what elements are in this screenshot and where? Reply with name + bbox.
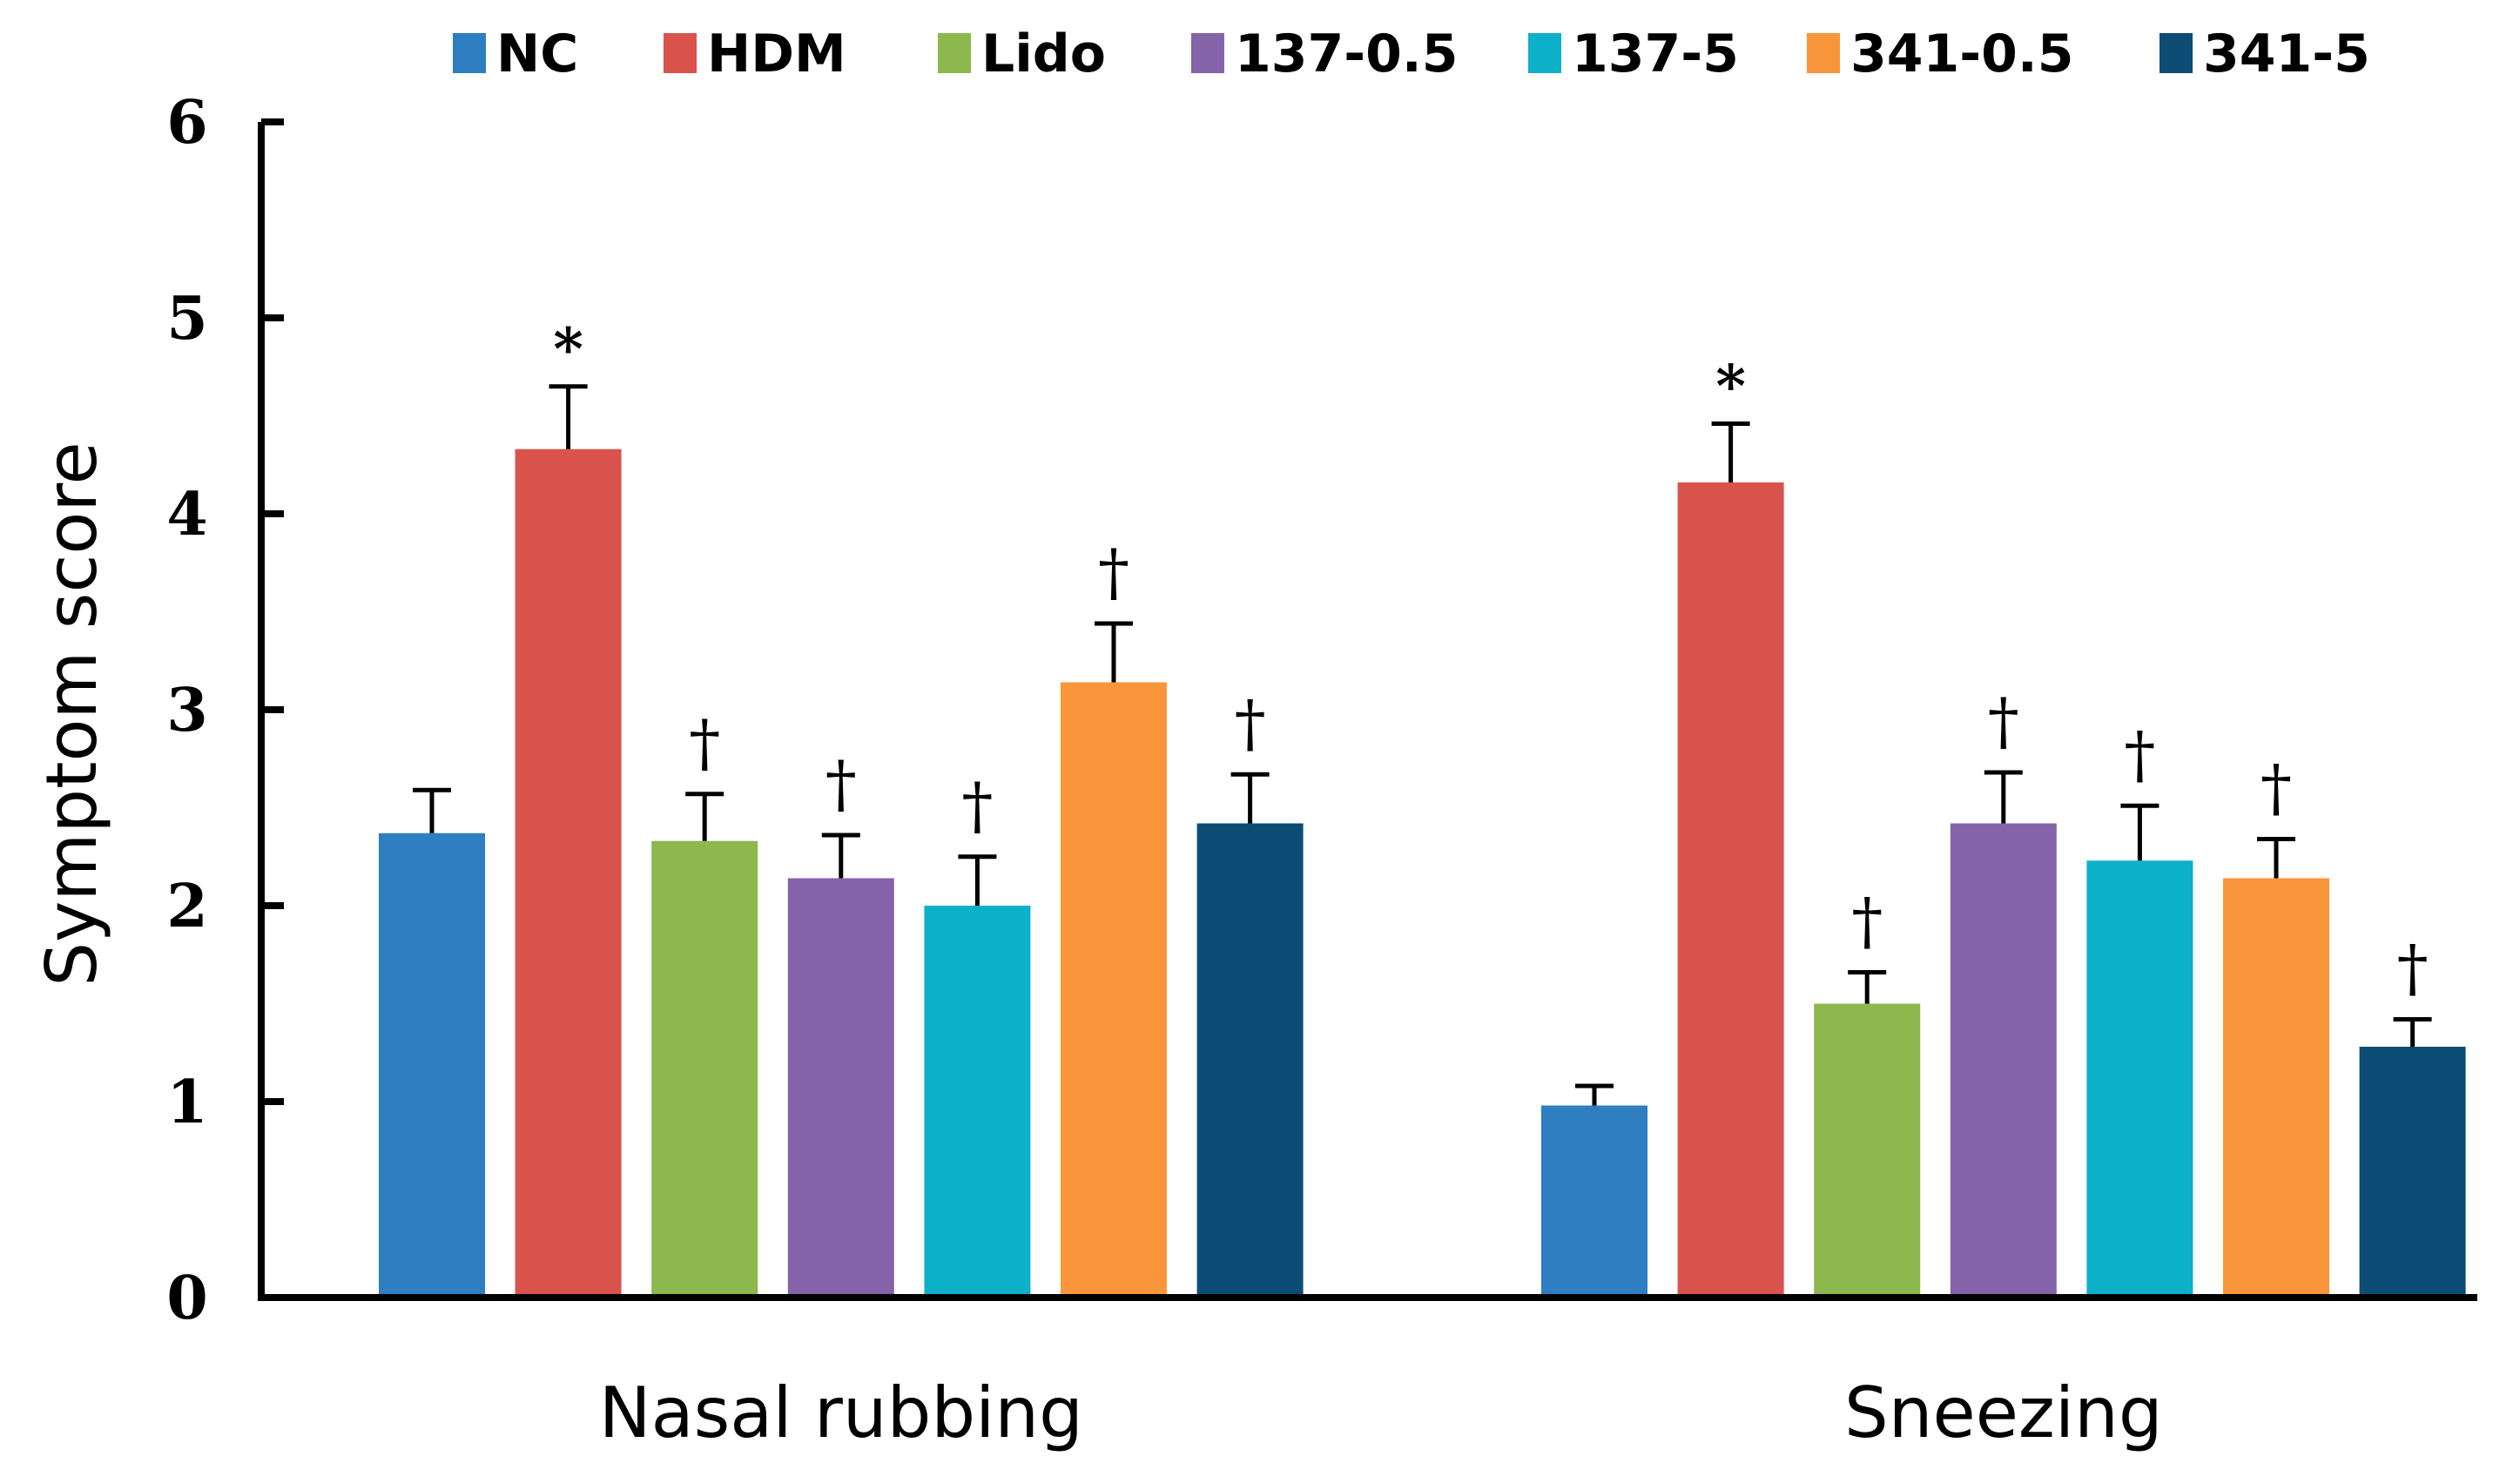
significance-dagger: † (1988, 684, 2019, 758)
legend-label-NC: NC (496, 24, 578, 84)
x-category-label: Nasal rubbing (599, 1372, 1083, 1453)
bar-HDM-nasal-rubbing (515, 448, 622, 1298)
y-tick-label: 4 (166, 480, 207, 549)
legend-label-341-0.5: 341-0.5 (1850, 24, 2073, 84)
bar-341-0.5-nasal-rubbing (1061, 682, 1167, 1298)
bars: * † † † † † * † † † † † (379, 315, 2466, 1298)
legend-label-Lido: Lido (981, 24, 1106, 84)
significance-dagger: † (2124, 718, 2155, 791)
legend-label-HDM: HDM (707, 24, 846, 84)
significance-star: * (1715, 353, 1746, 421)
y-tick-label: 0 (166, 1264, 207, 1333)
y-tick-label: 5 (166, 284, 207, 354)
legend-swatch-NC (453, 33, 486, 73)
legend-swatch-137-5 (1528, 33, 1561, 73)
legend-label-137-0.5: 137-0.5 (1235, 24, 1458, 84)
bar-NC-nasal-rubbing (379, 833, 485, 1298)
bar-341-0.5-sneezing (2223, 878, 2329, 1298)
legend-swatch-HDM (664, 33, 697, 73)
bar-137-5-nasal-rubbing (924, 906, 1031, 1298)
significance-dagger: † (825, 747, 857, 820)
legend-swatch-341-0.5 (1807, 33, 1840, 73)
y-axis: Symptom score 0 1 2 3 4 5 6 (31, 88, 284, 1333)
significance-dagger: † (2397, 932, 2429, 1005)
bar-341-5-nasal-rubbing (1196, 823, 1304, 1298)
legend-swatch-Lido (938, 33, 971, 73)
y-axis-title: Symptom score (31, 442, 112, 986)
legend-swatch-137-0.5 (1191, 33, 1224, 73)
bar-NC-sneezing (1541, 1105, 1647, 1298)
bar-137-0.5-sneezing (1950, 823, 2057, 1298)
legend-label-137-5: 137-5 (1572, 24, 1739, 84)
legend-label-341-5: 341-5 (2203, 24, 2370, 84)
x-axis: Nasal rubbing Sneezing (258, 1294, 2477, 1453)
significance-dagger: † (2261, 752, 2292, 825)
bar-HDM-sneezing (1677, 482, 1784, 1298)
y-tick-label: 1 (166, 1068, 207, 1137)
significance-dagger: † (1098, 536, 1129, 609)
significance-star: * (553, 315, 583, 383)
bar-Lido-nasal-rubbing (651, 840, 758, 1298)
legend-swatch-341-5 (2160, 33, 2193, 73)
bar-341-5-sneezing (2359, 1047, 2466, 1298)
y-tick-label: 2 (166, 872, 207, 941)
x-category-label: Sneezing (1844, 1372, 2163, 1453)
significance-dagger: † (1235, 686, 1266, 759)
bar-Lido-sneezing (1814, 1003, 1921, 1298)
y-tick-label: 3 (166, 676, 207, 745)
significance-dagger: † (1851, 885, 1883, 958)
y-tick-label: 6 (166, 88, 207, 158)
significance-dagger: † (689, 706, 720, 779)
legend: NC HDM Lido 137-0.5 137-5 341-0.5 341-5 (453, 24, 2370, 84)
significance-dagger: † (961, 769, 993, 842)
bar-137-0.5-nasal-rubbing (787, 878, 894, 1298)
bar-137-5-sneezing (2086, 860, 2193, 1298)
